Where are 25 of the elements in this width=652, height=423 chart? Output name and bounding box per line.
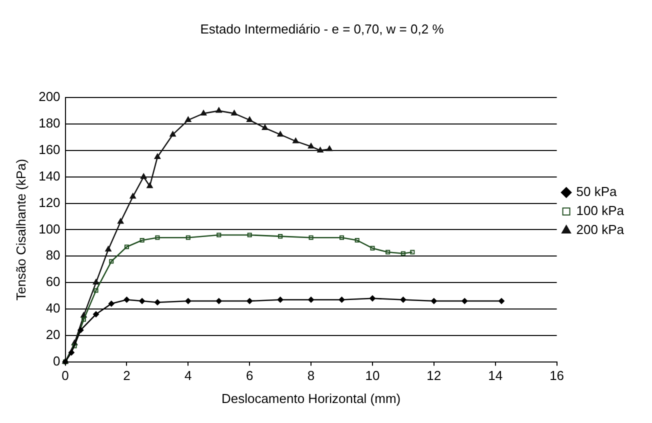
y-tick-label: 20 — [46, 326, 60, 342]
x-tick-label: 6 — [246, 368, 254, 384]
x-axis-title: Deslocamento Horizontal (mm) — [221, 390, 401, 406]
y-axis-title: Tensão Cisalhante (kPa) — [13, 158, 28, 301]
legend-label: 100 kPa — [576, 203, 625, 218]
x-tick-label: 14 — [488, 368, 503, 384]
y-tick-label: 120 — [38, 194, 60, 210]
x-tick-label: 12 — [426, 368, 442, 384]
y-tick-label: 140 — [38, 168, 60, 184]
x-tick-label: 10 — [365, 368, 380, 384]
x-tick-label: 16 — [550, 368, 564, 384]
y-tick-label: 80 — [46, 248, 60, 263]
legend-label: 200 kPa — [576, 222, 625, 238]
x-tick-label: 4 — [184, 368, 192, 384]
y-tick-label: 200 — [38, 89, 60, 104]
x-tick-label: 8 — [307, 368, 315, 384]
y-tick-label: 40 — [46, 300, 60, 316]
y-tick-label: 160 — [38, 142, 60, 158]
chart-title: Estado Intermediário - e = 0,70, w = 0,2 % — [200, 21, 444, 36]
x-tick-label: 2 — [123, 368, 130, 384]
y-tick-label: 0 — [53, 353, 60, 368]
legend-label: 50 kPa — [576, 184, 618, 200]
y-tick-label: 180 — [38, 116, 60, 131]
y-tick-label: 60 — [46, 274, 60, 290]
y-tick-label: 100 — [38, 221, 60, 236]
